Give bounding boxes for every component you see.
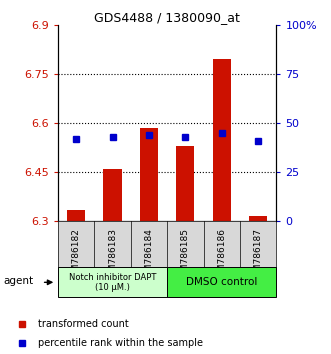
Bar <box>176 146 194 221</box>
Text: GSM786184: GSM786184 <box>144 228 154 283</box>
Bar <box>213 59 231 221</box>
Bar <box>140 128 158 221</box>
Text: percentile rank within the sample: percentile rank within the sample <box>38 338 203 348</box>
Text: GSM786182: GSM786182 <box>71 228 81 283</box>
Text: GSM786185: GSM786185 <box>181 228 190 283</box>
Bar <box>249 216 267 221</box>
Bar <box>167 267 276 297</box>
Bar <box>103 169 122 221</box>
Text: GSM786187: GSM786187 <box>254 228 263 283</box>
Text: GSM786186: GSM786186 <box>217 228 226 283</box>
Bar <box>58 267 167 297</box>
Text: GSM786183: GSM786183 <box>108 228 117 283</box>
Bar <box>67 210 85 221</box>
Text: Notch inhibitor DAPT
(10 μM.): Notch inhibitor DAPT (10 μM.) <box>69 273 156 292</box>
Text: transformed count: transformed count <box>38 319 129 329</box>
Title: GDS4488 / 1380090_at: GDS4488 / 1380090_at <box>94 11 240 24</box>
Text: agent: agent <box>3 276 33 286</box>
Text: DMSO control: DMSO control <box>186 277 258 287</box>
